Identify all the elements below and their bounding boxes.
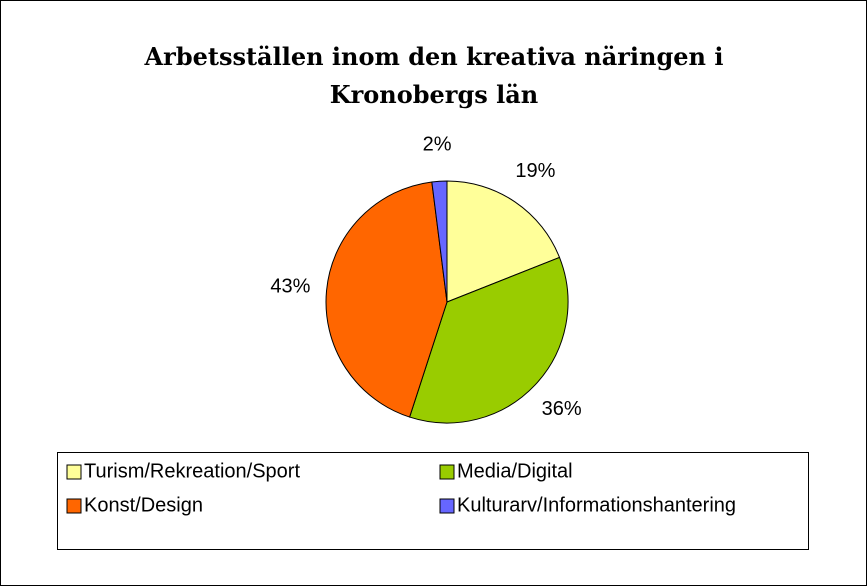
data-label: 19% xyxy=(515,160,555,182)
legend-swatch xyxy=(439,498,455,514)
legend-swatch xyxy=(439,464,455,480)
legend-label: Kulturarv/Informationshantering xyxy=(457,494,736,516)
legend-label: Media/Digital xyxy=(457,460,573,482)
chart-title: Arbetsställen inom den kreativa näringen… xyxy=(144,42,724,109)
legend-label: Konst/Design xyxy=(84,494,203,516)
legend-label: Turism/Rekreation/Sport xyxy=(84,460,300,482)
pie-slice xyxy=(446,180,561,303)
data-label: 2% xyxy=(423,133,452,155)
pie-slice xyxy=(325,181,448,418)
data-label: 43% xyxy=(270,275,310,297)
legend-box xyxy=(57,452,809,550)
legend-swatch xyxy=(66,498,82,514)
pie-slice xyxy=(408,256,569,424)
pie-slice xyxy=(431,180,448,303)
legend-swatch xyxy=(66,464,82,480)
data-label: 36% xyxy=(542,398,582,420)
